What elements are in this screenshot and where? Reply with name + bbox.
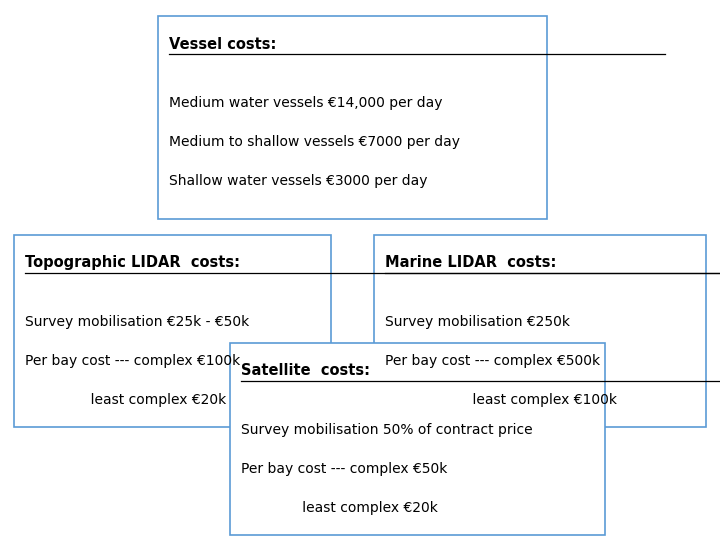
Text: Medium to shallow vessels €7000 per day: Medium to shallow vessels €7000 per day [169, 135, 460, 149]
Text: Survey mobilisation €250k: Survey mobilisation €250k [385, 315, 570, 329]
Text: least complex €20k: least complex €20k [25, 393, 227, 407]
Text: least complex €100k: least complex €100k [385, 393, 617, 407]
FancyBboxPatch shape [230, 343, 605, 535]
Text: Per bay cost --- complex €500k: Per bay cost --- complex €500k [385, 354, 600, 368]
Text: Topographic LIDAR  costs:: Topographic LIDAR costs: [25, 255, 240, 271]
Text: Marine LIDAR  costs:: Marine LIDAR costs: [385, 255, 557, 271]
Text: Per bay cost --- complex €100k: Per bay cost --- complex €100k [25, 354, 240, 368]
Text: Medium water vessels €14,000 per day: Medium water vessels €14,000 per day [169, 96, 443, 110]
Text: Satellite  costs:: Satellite costs: [241, 363, 370, 379]
Text: Per bay cost --- complex €50k: Per bay cost --- complex €50k [241, 462, 448, 476]
Text: Survey mobilisation €25k - €50k: Survey mobilisation €25k - €50k [25, 315, 249, 329]
FancyBboxPatch shape [158, 16, 547, 219]
Text: Vessel costs:: Vessel costs: [169, 37, 276, 52]
Text: Survey mobilisation 50% of contract price: Survey mobilisation 50% of contract pric… [241, 423, 533, 437]
Text: Shallow water vessels €3000 per day: Shallow water vessels €3000 per day [169, 174, 428, 188]
FancyBboxPatch shape [374, 235, 706, 427]
FancyBboxPatch shape [14, 235, 331, 427]
Text: least complex €20k: least complex €20k [241, 501, 438, 515]
